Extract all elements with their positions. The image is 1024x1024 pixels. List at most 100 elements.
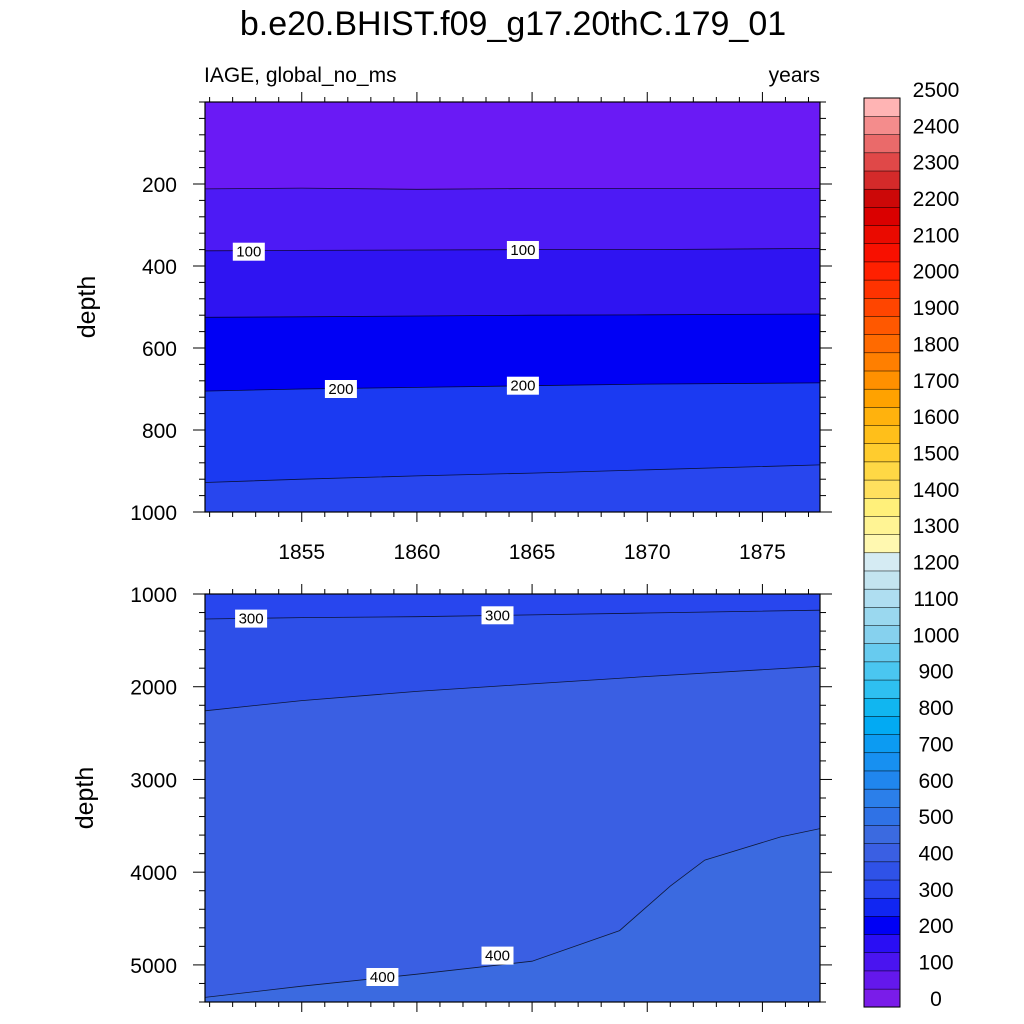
colorbar-label: 300 xyxy=(918,879,953,902)
colorbar-swatch xyxy=(863,388,901,408)
colorbar-swatch xyxy=(863,243,901,263)
lower-y-tick-label: 1000 xyxy=(130,584,177,607)
colorbar-swatch xyxy=(863,115,901,135)
upper-y-tick-label: 200 xyxy=(142,174,177,197)
contour-label-box xyxy=(232,242,265,261)
colorbar-swatch xyxy=(863,406,901,426)
colorbar-swatch xyxy=(863,752,901,772)
units-label: years xyxy=(769,64,820,87)
contour-label-box xyxy=(481,946,514,965)
colorbar-swatch xyxy=(863,697,901,717)
colorbar-swatch xyxy=(863,661,901,681)
colorbar-swatch xyxy=(863,134,901,154)
colorbar-swatch xyxy=(863,206,901,226)
colorbar-label: 2500 xyxy=(913,79,960,102)
contour-label-box xyxy=(506,376,539,395)
lower-contour-label-1: 300 xyxy=(481,606,514,625)
colorbar-label: 1700 xyxy=(913,370,960,393)
upper-frame xyxy=(204,101,821,513)
lower-depth-panel: 300 300 400 400 1000 2000 3000 4000 5000 depth xyxy=(71,584,832,1012)
contour-label-text: 400 xyxy=(370,969,395,986)
lower-contour-line-350 xyxy=(205,665,820,712)
colorbar-label: 1000 xyxy=(913,624,960,647)
upper-contour-line-100 xyxy=(205,248,820,252)
colorbar-label: 200 xyxy=(918,915,953,938)
colorbar-swatch xyxy=(863,170,901,190)
colorbar-swatch xyxy=(863,370,901,390)
colorbar-label: 1100 xyxy=(913,588,958,611)
colorbar-swatch xyxy=(863,715,901,735)
colorbar-swatch xyxy=(863,225,901,244)
contour-label-text: 200 xyxy=(510,378,535,395)
upper-x-tick-label: 1855 xyxy=(278,541,325,564)
colorbar-swatch xyxy=(863,188,901,208)
colorbar-label: 900 xyxy=(918,661,953,684)
lower-contour-label-0: 300 xyxy=(235,609,268,628)
contour-label-text: 300 xyxy=(485,607,510,624)
upper-y-tick-label: 1000 xyxy=(130,502,177,525)
colorbar-swatch xyxy=(863,788,901,808)
lower-y-tick-label: 5000 xyxy=(130,955,177,978)
colorbar-swatch xyxy=(863,624,901,644)
colorbar-swatch xyxy=(863,352,901,372)
colorbar-swatch xyxy=(863,843,901,863)
upper-contour-label-0: 100 xyxy=(232,242,265,261)
colorbar-swatch xyxy=(863,806,901,826)
colorbar-swatch xyxy=(863,315,901,335)
colorbar-frame xyxy=(863,97,901,1008)
colorbar-label: 1300 xyxy=(913,515,960,538)
upper-x-tick-label: 1870 xyxy=(624,541,671,564)
colorbar-swatch xyxy=(863,915,901,935)
upper-filled-contours xyxy=(205,102,820,512)
lower-y-tick-label: 4000 xyxy=(130,862,177,885)
colorbar-label: 1500 xyxy=(913,443,960,466)
colorbar-swatch xyxy=(863,570,901,590)
colorbar-swatch xyxy=(863,461,901,481)
colorbar-swatch xyxy=(863,297,901,317)
colorbar-swatch xyxy=(863,97,901,117)
upper-contour-line-50 xyxy=(205,187,820,190)
colorbar-label: 500 xyxy=(918,806,953,829)
colorbar-swatch xyxy=(863,515,901,535)
upper-y-tick-label: 400 xyxy=(142,256,177,279)
colorbar-label: 2100 xyxy=(913,224,960,247)
colorbar-swatch xyxy=(863,679,901,699)
colorbar-swatch xyxy=(863,334,901,354)
colorbar-label: 2000 xyxy=(913,261,960,284)
upper-x-tick-label: 1875 xyxy=(739,541,786,564)
lower-contour-line-300 xyxy=(205,609,820,620)
contour-label-box xyxy=(235,609,268,628)
colorbar-label: 700 xyxy=(918,733,953,756)
colorbar-swatch xyxy=(863,552,901,572)
lower-y-tick-label: 3000 xyxy=(130,769,177,792)
colorbar-label: 0 xyxy=(930,988,942,1011)
upper-band-above-50 xyxy=(205,102,820,190)
colorbar-swatch xyxy=(863,988,901,1008)
colorbar-swatch xyxy=(863,279,901,299)
lower-filled-contours xyxy=(205,594,820,1002)
colorbar-label: 1600 xyxy=(913,406,960,429)
colorbar-swatch xyxy=(863,534,901,554)
colorbar-label: 1900 xyxy=(913,297,960,320)
colorbar-swatch xyxy=(863,588,901,608)
colorbar-swatch xyxy=(863,643,901,663)
colorbar-swatch xyxy=(863,970,901,990)
colorbar-label: 1200 xyxy=(913,552,960,575)
contour-label-text: 300 xyxy=(239,611,264,628)
upper-x-tick-label: 1865 xyxy=(509,541,556,564)
upper-y-axis-label: depth xyxy=(73,276,101,339)
colorbar-swatch xyxy=(863,443,901,463)
contour-label-box xyxy=(506,241,539,259)
contour-label-text: 400 xyxy=(485,948,510,965)
upper-contour-line-250 xyxy=(205,464,820,483)
colorbar-swatch xyxy=(863,952,901,972)
colorbar-label: 100 xyxy=(918,952,953,975)
colorbar-swatch xyxy=(863,861,901,881)
upper-y-tick-label: 800 xyxy=(142,420,177,443)
colorbar-swatch xyxy=(863,479,901,499)
lower-y-tick-label: 2000 xyxy=(130,677,177,700)
upper-y-tick-label: 600 xyxy=(142,338,177,361)
upper-x-tick-label: 1860 xyxy=(394,541,441,564)
colorbar-label: 600 xyxy=(918,770,953,793)
